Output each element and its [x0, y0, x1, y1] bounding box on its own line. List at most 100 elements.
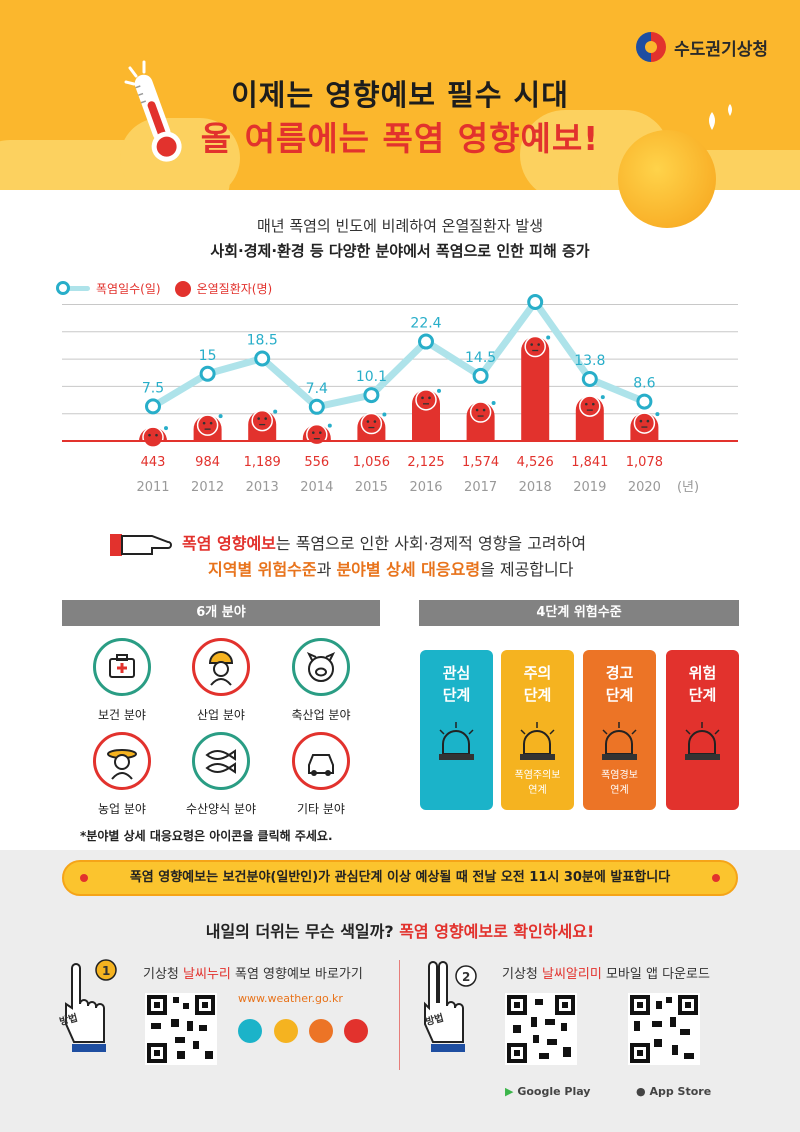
hot-face-icon — [196, 414, 219, 436]
year-tick-label: 2018 — [519, 480, 552, 495]
app-store-label: App Store — [649, 1085, 712, 1098]
pig-icon[interactable] — [292, 638, 350, 696]
notice-text-3: 을 제공합니다 — [480, 560, 574, 579]
sweat-drop — [382, 412, 387, 417]
method-2-text: 기상청 날씨알리미 모바일 앱 다운로드 — [502, 963, 710, 982]
face-eye — [373, 420, 377, 423]
year-tick-label: 2013 — [246, 480, 279, 495]
heatwave-days-label: 7.5 — [142, 380, 164, 396]
sun-icon — [618, 130, 716, 228]
government-logo-icon — [636, 32, 667, 62]
app-store-badge[interactable]: ● App Store — [636, 1085, 711, 1098]
face-eye — [209, 421, 213, 425]
qr-code-app-store[interactable] — [628, 993, 700, 1065]
face-eye — [366, 420, 370, 423]
face-eye — [428, 396, 431, 400]
level-caution: 주의 단계 폭염주의보 연계 — [501, 650, 574, 810]
field-aquaculture[interactable]: 수산양식 분야 — [176, 732, 266, 817]
heatwave-days-point — [363, 387, 380, 404]
heatwave-days-label: 10.1 — [356, 369, 387, 385]
legend-item-patients: 온열질환자(명) — [174, 280, 272, 297]
announcement-banner: 폭염 영향예보는 보건분야(일반인)가 관심단계 이상 예상될 때 전날 오전 … — [62, 860, 738, 896]
qr-code-weather-nuri[interactable] — [145, 993, 217, 1065]
heatwave-days-point — [145, 398, 161, 415]
google-play-badge[interactable]: ▶ Google Play — [505, 1085, 590, 1098]
face-eye — [155, 433, 158, 437]
face-eye — [148, 433, 151, 437]
fish-icon[interactable] — [192, 732, 250, 790]
field-livestock[interactable]: 축산업 분야 — [276, 638, 366, 723]
notice-line-2: 지역별 위험수준과 분야별 상세 대응요령을 제공합니다 — [208, 556, 573, 580]
sweat-drop — [437, 388, 441, 393]
qr-code-google-play[interactable] — [505, 993, 577, 1065]
year-tick-label: 2017 — [464, 480, 497, 495]
year-tick-label: 2012 — [191, 480, 224, 495]
level-name-line1: 주의 — [523, 664, 552, 682]
heatwave-days-label: 8.6 — [633, 376, 655, 392]
face-eye — [639, 419, 643, 423]
first-aid-kit-icon[interactable] — [93, 638, 151, 696]
year-tick-label: 2020 — [628, 480, 661, 495]
hot-face-icon — [469, 401, 492, 423]
heatwave-days-point — [254, 350, 271, 367]
level-link-1: 폭염주의보 — [514, 770, 561, 781]
notice-highlight-2: 지역별 위험수준 — [208, 560, 317, 579]
field-other[interactable]: 기타 분야 — [276, 732, 366, 817]
hand-two-fingers-icon — [424, 961, 477, 1052]
hot-face-icon — [174, 280, 191, 297]
field-industry[interactable]: 산업 분야 — [176, 638, 266, 723]
patient-count-label: 984 — [195, 455, 220, 470]
car-icon[interactable] — [292, 732, 350, 790]
heatwave-days-label: 15 — [199, 348, 217, 364]
year-tick-label: 2015 — [355, 480, 388, 495]
patient-count-label: 4,526 — [517, 455, 554, 470]
field-label: 보건 분야 — [98, 708, 146, 722]
face-eye — [202, 421, 206, 425]
level-link-2: 연계 — [610, 785, 629, 796]
cloud-decoration — [120, 118, 240, 190]
heatwave-days-line — [151, 298, 646, 411]
field-health[interactable]: 보건 분야 — [77, 638, 167, 723]
notice-highlight-3: 분야별 상세 대응요령 — [336, 560, 481, 579]
notice-highlight-1: 폭염 영향예보 — [182, 534, 276, 553]
heatwave-days-point — [308, 398, 325, 415]
farmer-icon[interactable] — [93, 732, 151, 790]
level-link-1: 폭염경보 — [601, 770, 638, 781]
heatwave-days-label: 7.4 — [306, 381, 328, 397]
legend-item-heatwave-days: 폭염일수(일) — [56, 280, 161, 297]
google-play-label: Google Play — [517, 1085, 591, 1098]
fields-title: 6개 분야 — [62, 600, 380, 626]
banner-dot-left — [80, 874, 88, 882]
patient-count-label: 1,189 — [244, 455, 281, 470]
field-agriculture[interactable]: 농업 분야 — [77, 732, 167, 817]
face-eye — [585, 402, 588, 406]
hot-face-icon — [306, 423, 328, 446]
level-warning: 경고 단계 폭염경보 연계 — [583, 650, 656, 810]
apple-icon: ● — [636, 1085, 646, 1098]
hot-face-icon — [579, 395, 601, 417]
method-divider — [399, 960, 400, 1070]
heatwave-days-label: 18.5 — [247, 333, 278, 349]
heatwave-days-point — [636, 393, 653, 410]
face-eye — [312, 431, 315, 434]
footer-background — [0, 850, 800, 1132]
alarm-light-icon — [602, 722, 637, 760]
face-eye — [646, 419, 650, 423]
heatwave-days-point — [199, 365, 216, 382]
level-danger: 위험 단계 — [666, 650, 739, 810]
heatwave-days-label: 31.5 — [520, 290, 551, 292]
x-axis-unit-label: (년) — [677, 480, 699, 495]
patient-count-label: 1,574 — [462, 455, 499, 470]
heatwave-days-point — [418, 333, 434, 350]
cta-question-highlight: 폭염 영향예보로 확인하세요! — [399, 922, 595, 941]
google-play-icon: ▶ — [505, 1085, 514, 1098]
pointing-hand-icon — [110, 534, 172, 556]
face-eye — [319, 431, 322, 434]
patient-count-label: 556 — [304, 455, 329, 470]
level-name-line2: 단계 — [442, 686, 471, 704]
level-interest: 관심 단계 — [420, 650, 493, 810]
patient-count-label: 1,841 — [571, 455, 608, 470]
sweat-drop — [546, 335, 551, 340]
weather-url-link[interactable]: www.weather.go.kr — [238, 992, 343, 1005]
worker-icon[interactable] — [192, 638, 250, 696]
